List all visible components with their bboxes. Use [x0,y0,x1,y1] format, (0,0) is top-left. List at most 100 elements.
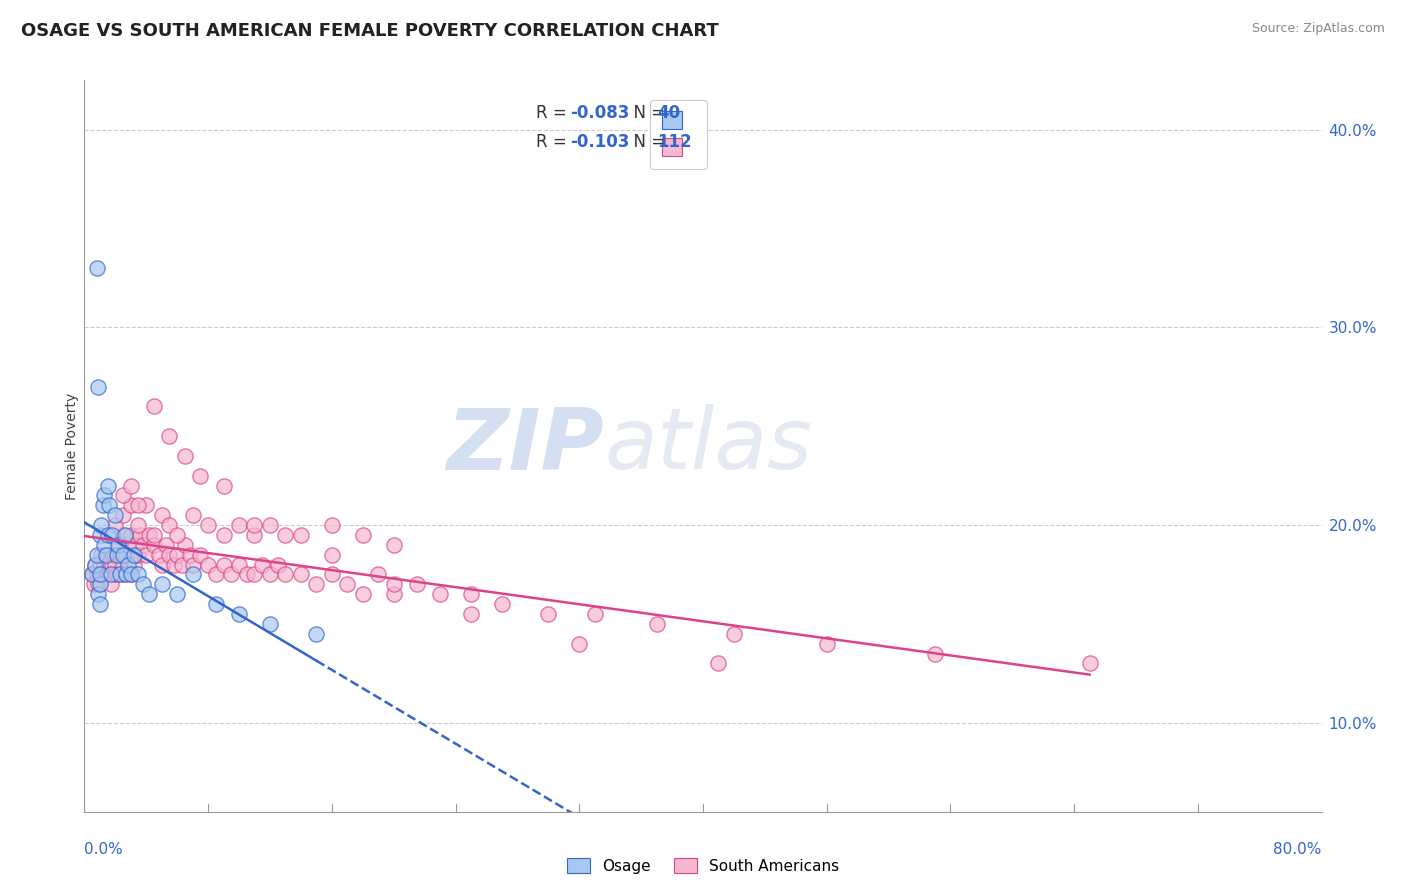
Point [150,508,173,523]
Point [84,558,107,572]
Point [93,538,115,552]
Text: R =: R = [536,134,572,152]
Point [188,548,211,562]
Point [537,607,560,621]
Point [108,567,131,582]
Point [104,558,127,572]
Point [197,558,219,572]
Text: N =: N = [623,134,669,152]
Point [382,577,405,591]
Point [259,518,281,533]
Text: -0.083: -0.083 [571,104,630,122]
Point [405,577,427,591]
Point [90,518,112,533]
Point [124,538,146,552]
Point [104,518,127,533]
Point [290,528,312,542]
Point [205,567,228,582]
Point [382,538,405,552]
Point [86,261,108,276]
Point [135,548,157,562]
Point [336,577,359,591]
Point [243,528,266,542]
Point [305,627,328,641]
Point [159,429,180,443]
Point [159,548,180,562]
Point [163,558,186,572]
Point [110,567,132,582]
Legend: , : , [650,100,707,169]
Point [127,548,149,562]
Point [127,518,149,533]
Point [120,478,142,492]
Point [117,538,139,552]
Point [112,508,135,523]
Point [107,538,129,552]
Point [197,518,219,533]
Point [228,518,250,533]
Point [267,558,290,572]
Point [112,488,135,502]
Point [460,587,482,601]
Point [132,538,155,552]
Point [583,607,606,621]
Point [89,567,111,582]
Text: -0.103: -0.103 [571,134,630,152]
Point [101,528,124,542]
Point [274,528,297,542]
Point [91,567,114,582]
Point [150,558,173,572]
Point [321,548,343,562]
Text: 0.0%: 0.0% [84,842,124,857]
Point [382,587,405,601]
Point [107,538,129,552]
Point [135,498,157,512]
Point [924,647,946,661]
Point [90,548,112,562]
Point [89,558,111,572]
Text: ZIP: ZIP [446,404,605,488]
Point [321,518,343,533]
Point [104,567,127,582]
Point [105,548,128,562]
Point [188,468,211,483]
Point [321,567,343,582]
Point [166,587,188,601]
Point [228,558,250,572]
Point [259,616,281,631]
Point [108,548,131,562]
Point [212,528,235,542]
Point [235,567,259,582]
Point [112,548,135,562]
Point [87,380,110,394]
Point [122,558,145,572]
Point [96,528,118,542]
Point [367,567,389,582]
Point [274,567,297,582]
Point [181,567,204,582]
Point [96,548,118,562]
Point [98,567,121,582]
Point [707,657,730,671]
Point [87,577,110,591]
Point [143,528,166,542]
Point [127,567,149,582]
Point [250,558,273,572]
Point [87,587,110,601]
Point [132,577,155,591]
Point [212,478,235,492]
Point [243,567,266,582]
Point [243,518,266,533]
Point [105,567,128,582]
Point [100,577,122,591]
Point [89,528,111,542]
Text: R =: R = [536,104,572,122]
Point [159,518,180,533]
Text: OSAGE VS SOUTH AMERICAN FEMALE POVERTY CORRELATION CHART: OSAGE VS SOUTH AMERICAN FEMALE POVERTY C… [21,22,718,40]
Text: atlas: atlas [605,404,813,488]
Text: Source: ZipAtlas.com: Source: ZipAtlas.com [1251,22,1385,36]
Point [429,587,451,601]
Point [143,538,166,552]
Point [117,558,139,572]
Point [96,558,118,572]
